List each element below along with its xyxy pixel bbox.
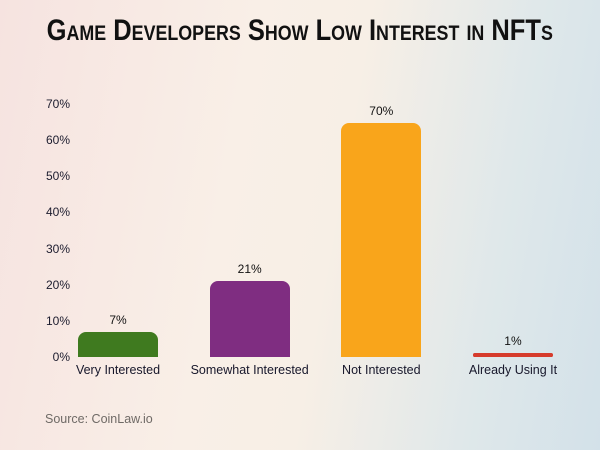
bar-value-label: 7% [109, 312, 127, 327]
bar-category-label: Not Interested [342, 363, 421, 377]
bar-group-somewhat-interested: 21% Somewhat Interested [191, 104, 309, 377]
y-axis: 0% 10% 20% 30% 40% 50% 60% 70% [0, 97, 70, 364]
y-tick-label: 60% [45, 133, 70, 148]
bar-group-already-using-it: 1% Already Using It [469, 104, 557, 377]
bar-very-interested [78, 331, 158, 357]
source-text: Source: CoinLaw.io [45, 412, 153, 426]
y-tick-label: 0% [52, 350, 70, 364]
bar-already-using-it [472, 353, 553, 357]
plot-area: 7% Very Interested 21% Somewhat Interested 7… [76, 104, 557, 377]
y-tick-label: 20% [45, 277, 70, 292]
y-tick-label: 10% [45, 313, 70, 328]
y-tick-label: 40% [45, 205, 70, 220]
bar-value-label: 21% [237, 262, 262, 277]
bar-value-label: 70% [369, 104, 394, 118]
bar-somewhat-interested [209, 281, 290, 357]
bar-category-label: Very Interested [75, 363, 161, 377]
bar-value-label: 1% [504, 334, 522, 349]
y-tick-label: 70% [45, 97, 70, 111]
bar-group-very-interested: 7% Very Interested [76, 104, 160, 377]
bar-group-not-interested: 70% Not Interested [341, 104, 422, 377]
chart-title: Game Developers Show Low Interest in NFT… [0, 14, 600, 48]
y-tick-label: 50% [45, 169, 70, 184]
bar-category-label: Already Using It [468, 363, 558, 377]
y-tick-label: 30% [45, 241, 70, 256]
bar-not-interested [341, 123, 422, 357]
bar-category-label: Somewhat Interested [190, 363, 309, 377]
chart-title-text: Game Developers Show Low Interest in NFT… [46, 14, 554, 47]
